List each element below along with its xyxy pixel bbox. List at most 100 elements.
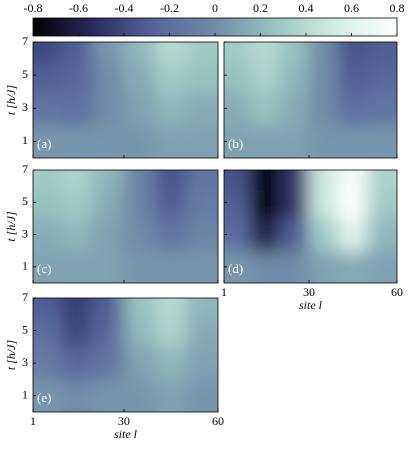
heatmap-cell [279,217,310,252]
heatmap-cell [367,124,397,158]
y-tick-label: 7 [22,290,28,304]
heatmap-cell [92,217,125,252]
heatmap-cell [308,189,339,219]
heatmap-cell [224,42,251,64]
heatmap-cell [60,42,94,64]
heatmap-cell [60,378,94,412]
heatmap-cell [33,91,62,126]
heatmap-cell [33,346,62,380]
heatmap-cell [60,250,94,283]
y-axis-label: t [h/J] [4,211,18,242]
heatmap-cells [33,298,218,412]
colorbar-tick-label: 0.2 [253,1,268,15]
y-tick-label: 7 [22,162,28,176]
heatmap-cell [92,62,125,93]
heatmap-cell [123,346,156,380]
heatmap-cell [224,170,251,191]
heatmap-cell [224,250,251,283]
heatmap-cell [279,124,310,158]
heatmap-cell [154,317,188,348]
heatmap-cell [123,217,156,252]
heatmap-cell [33,124,62,158]
heatmap-cell [92,250,125,283]
heatmap-cell [308,91,339,126]
heatmap-cell [60,91,94,126]
heatmap-cell [123,91,156,126]
panel-frame [32,41,219,159]
heatmap-cell [33,317,62,348]
heatmap-cell [186,317,218,348]
heatmap-cell [33,298,62,319]
heatmap-cell [308,124,339,158]
heatmap-cell [60,217,94,252]
heatmap-cell [249,250,281,283]
heatmap-cell [224,124,251,158]
heatmap [224,42,397,158]
heatmap-cell [123,250,156,283]
heatmap-cell [154,62,188,93]
heatmap-cell [308,62,339,93]
y-tick-label: 1 [22,133,28,147]
heatmap-cell [92,317,125,348]
heatmap-cell [92,189,125,219]
heatmap-cell [60,317,94,348]
heatmap-cell [186,42,218,64]
heatmap-cell [186,217,218,252]
heatmap-cell [186,91,218,126]
panel-label: (d) [228,261,243,276]
heatmap-cell [279,170,310,191]
heatmap-cell [154,170,188,191]
heatmap-cell [60,189,94,219]
heatmap-cell [249,217,281,252]
heatmap-cell [123,189,156,219]
heatmap-cell [186,378,218,412]
heatmap-cell [92,298,125,319]
heatmap-cell [308,250,339,283]
heatmap-cell [123,42,156,64]
colorbar-tick-label: 0.6 [344,1,359,15]
y-tick-label: 7 [22,34,28,48]
heatmap-cell [337,189,369,219]
panel-frame [32,297,219,413]
panel-label: (c) [37,261,51,276]
heatmap-cell [92,42,125,64]
heatmap-cells [33,170,218,283]
heatmap-cell [123,317,156,348]
heatmap-cell [224,62,251,93]
heatmap-cell [337,170,369,191]
heatmap-cell [186,298,218,319]
heatmap-cell [92,170,125,191]
heatmap-cell [60,124,94,158]
heatmap-cell [249,124,281,158]
heatmap-cell [154,189,188,219]
y-tick-label: 3 [22,226,28,240]
y-tick-label: 5 [22,322,28,336]
heatmap-cell [249,62,281,93]
colorbar-tick-label: 0.8 [390,1,405,15]
x-tick-label: 1 [221,285,227,299]
heatmap-cell [279,91,310,126]
heatmap-cell [92,91,125,126]
heatmap-cell [154,124,188,158]
heatmap-cell [33,170,62,191]
heatmap-cell [186,124,218,158]
x-tick-label: 1 [30,414,36,428]
x-tick-label: 30 [118,414,130,428]
heatmap-cell [249,189,281,219]
heatmap-cell [279,62,310,93]
heatmap-cell [367,170,397,191]
panel-label: (a) [37,136,51,151]
heatmap-cells [33,42,218,158]
heatmap-cell [154,346,188,380]
heatmap-cell [367,250,397,283]
heatmap-cell [123,62,156,93]
heatmap-cell [337,217,369,252]
heatmap-cell [60,170,94,191]
panel-frame [223,41,398,159]
heatmap-cell [186,170,218,191]
heatmap-cell [123,378,156,412]
heatmap-cell [279,250,310,283]
colorbar-tick-label: -0.6 [69,1,88,15]
heatmap-cell [154,42,188,64]
heatmap-cell [367,62,397,93]
